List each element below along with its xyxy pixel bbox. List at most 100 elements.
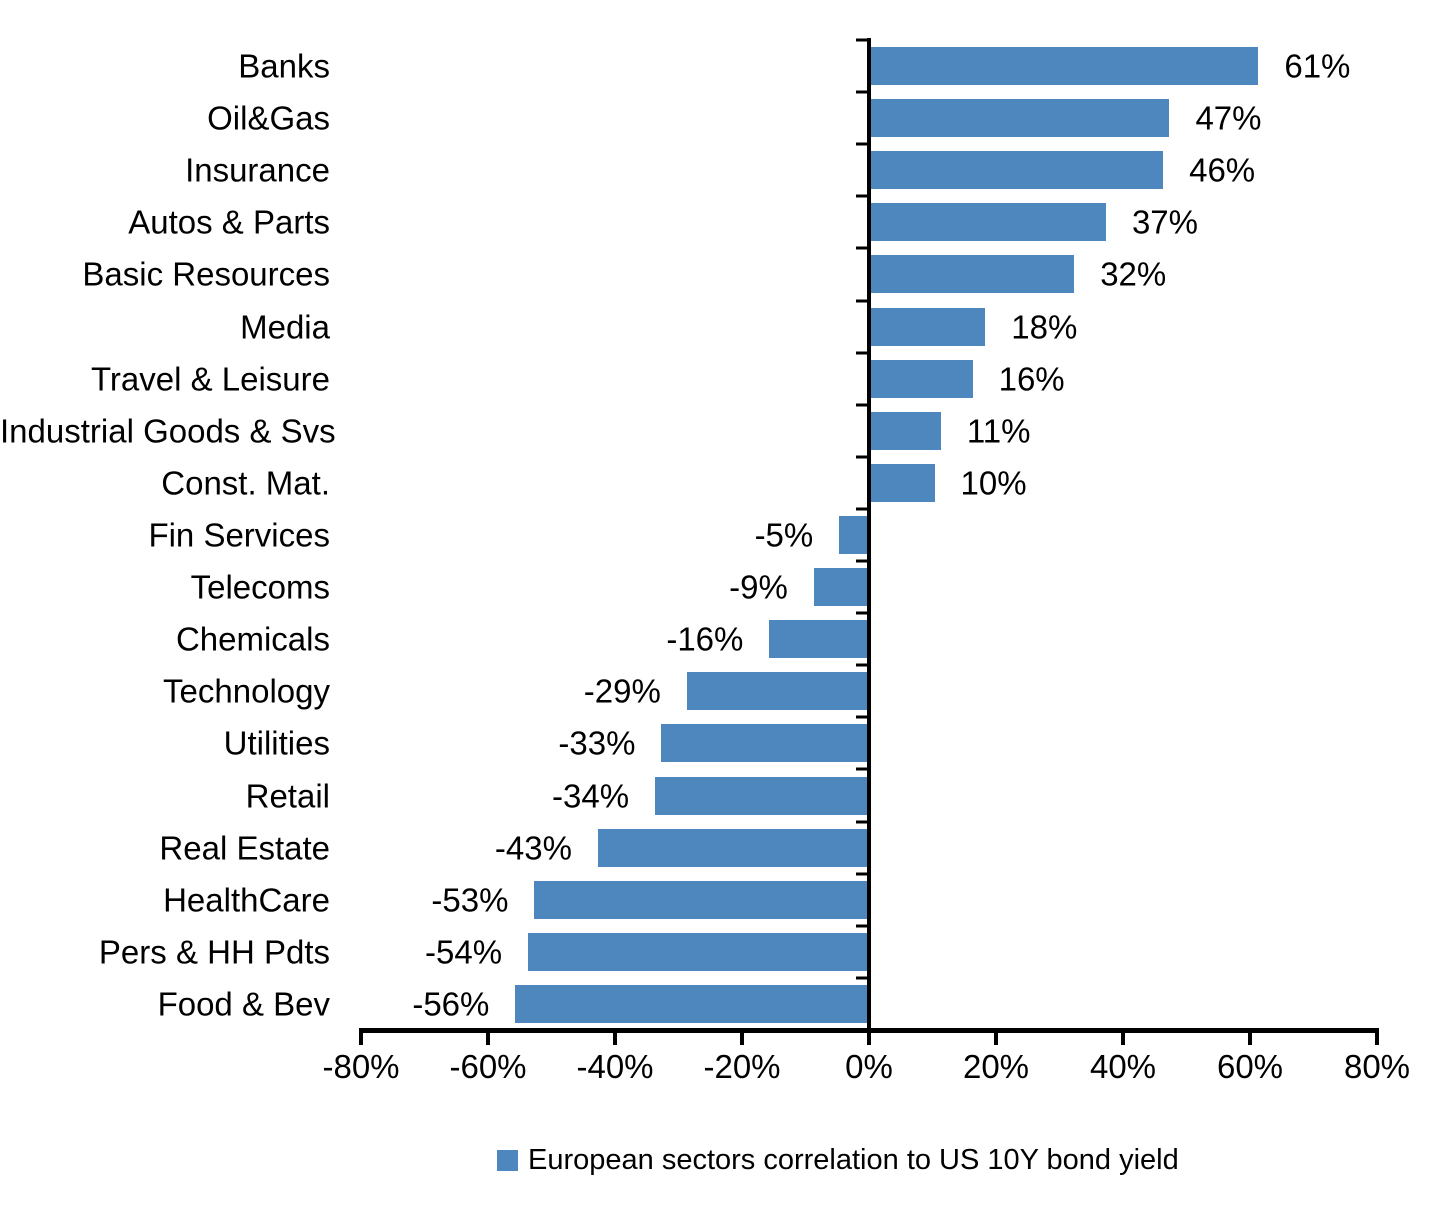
y-axis-line: [867, 38, 871, 1030]
x-axis-tick: [1121, 1033, 1125, 1045]
bar: [871, 203, 1106, 242]
value-label: 37%: [1131, 203, 1198, 241]
bar: [769, 620, 871, 659]
value-label: -43%: [494, 829, 572, 867]
y-axis-tick: [856, 142, 871, 146]
x-axis-tick: [359, 1033, 363, 1045]
value-label: -34%: [552, 777, 630, 815]
category-label: Industrial Goods & Svs: [0, 412, 336, 450]
y-axis-tick: [856, 820, 871, 824]
bar: [871, 255, 1075, 294]
y-axis-tick: [856, 38, 871, 42]
value-label: -5%: [754, 516, 814, 554]
bar: [813, 568, 871, 607]
x-axis-tick: [994, 1033, 998, 1045]
value-label: 10%: [960, 464, 1027, 502]
category-label: Technology: [163, 672, 330, 710]
value-label: 46%: [1189, 151, 1256, 189]
category-label: HealthCare: [163, 881, 330, 919]
x-axis-tick: [1248, 1033, 1252, 1045]
y-axis-tick: [856, 715, 871, 719]
category-label: Retail: [245, 777, 330, 815]
x-axis-tick: [613, 1033, 617, 1045]
value-label: 16%: [998, 360, 1065, 398]
bar: [597, 828, 871, 867]
value-label: -54%: [425, 933, 503, 971]
category-label: Fin Services: [148, 516, 330, 554]
y-axis-tick: [856, 559, 871, 563]
bar: [871, 359, 973, 398]
value-label: 18%: [1011, 308, 1078, 346]
category-label: Real Estate: [159, 829, 330, 867]
y-axis-tick: [856, 455, 871, 459]
category-label: Telecoms: [190, 568, 330, 606]
y-axis-tick: [856, 872, 871, 876]
x-tick-label: 0%: [845, 1048, 893, 1085]
x-tick-label: -80%: [322, 1048, 400, 1085]
bar: [871, 99, 1170, 138]
y-axis-tick: [856, 507, 871, 511]
bar: [871, 47, 1259, 86]
y-axis-tick: [856, 90, 871, 94]
bar: [839, 516, 871, 554]
x-tick-label: 60%: [1216, 1048, 1284, 1085]
value-label: -16%: [666, 620, 744, 658]
value-label: -29%: [583, 672, 661, 710]
x-axis-tick: [740, 1033, 744, 1045]
category-label: Const. Mat.: [161, 464, 330, 502]
y-axis-tick: [856, 299, 871, 303]
bar: [871, 151, 1164, 190]
category-label: Chemicals: [175, 620, 330, 658]
y-axis-tick: [856, 976, 871, 980]
legend-label: European sectors correlation to US 10Y b…: [528, 1144, 1179, 1176]
x-axis-tick: [1375, 1033, 1379, 1045]
y-axis-tick: [856, 663, 871, 667]
category-label: Utilities: [223, 724, 330, 762]
x-axis-line: [359, 1028, 1379, 1033]
bar: [655, 776, 871, 815]
category-label: Insurance: [185, 151, 330, 189]
bar: [871, 307, 986, 346]
x-tick-label: -20%: [703, 1048, 781, 1085]
bar: [661, 724, 871, 763]
y-axis-tick: [856, 924, 871, 928]
category-label: Food & Bev: [157, 985, 330, 1023]
value-label: 32%: [1100, 255, 1167, 293]
value-label: -33%: [558, 724, 636, 762]
y-axis-tick: [856, 767, 871, 771]
category-label: Banks: [238, 47, 330, 85]
value-label: -9%: [729, 568, 788, 606]
y-axis-tick: [856, 403, 871, 407]
value-label: 47%: [1195, 99, 1262, 137]
category-label: Autos & Parts: [128, 203, 330, 241]
x-axis-tick: [486, 1033, 490, 1045]
bar: [871, 463, 935, 502]
value-label: 61%: [1284, 47, 1351, 85]
x-tick-label: 20%: [962, 1048, 1030, 1085]
x-axis-tick: [867, 1033, 871, 1045]
bar: [534, 880, 871, 919]
x-tick-label: 40%: [1089, 1048, 1157, 1085]
value-label: 11%: [966, 412, 1031, 450]
category-label: Oil&Gas: [207, 99, 330, 137]
y-axis-tick: [856, 194, 871, 198]
bar: [871, 411, 941, 450]
x-tick-label: -60%: [449, 1048, 527, 1085]
category-label: Pers & HH Pdts: [98, 933, 330, 971]
x-tick-label: -40%: [576, 1048, 654, 1085]
value-label: -56%: [412, 985, 490, 1023]
category-label: Basic Resources: [82, 255, 330, 293]
x-tick-label: 80%: [1343, 1048, 1411, 1085]
legend: European sectors correlation to US 10Y b…: [497, 1146, 1179, 1175]
y-axis-tick: [856, 246, 871, 250]
y-axis-tick: [856, 611, 871, 615]
category-label: Travel & Leisure: [90, 360, 330, 398]
y-axis-tick: [856, 351, 871, 355]
bar: [528, 932, 871, 971]
value-label: -53%: [431, 881, 509, 919]
bar: [515, 984, 871, 1023]
bar: [686, 672, 871, 711]
category-label: Media: [240, 308, 330, 346]
legend-swatch: [497, 1150, 518, 1171]
